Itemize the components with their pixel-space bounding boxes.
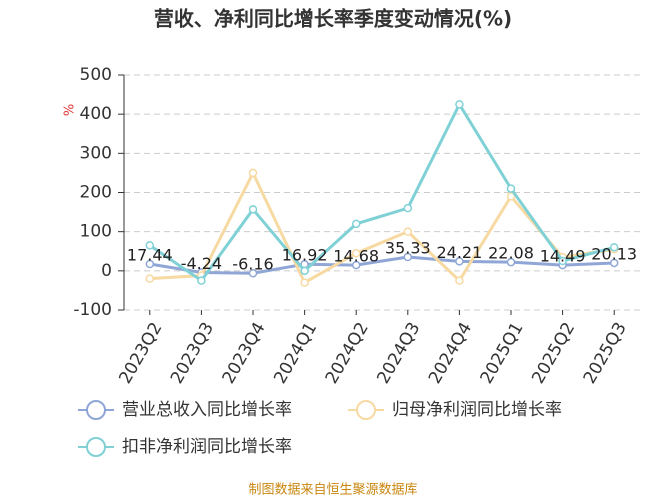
y-tick-label: 300 <box>80 143 112 163</box>
data-label: 22.08 <box>488 244 534 263</box>
y-tick-label: 200 <box>80 183 112 203</box>
legend-label: 扣非净利润同比增长率 <box>122 437 292 457</box>
data-label: 14.68 <box>333 247 379 266</box>
data-point <box>351 219 361 229</box>
data-point <box>403 252 413 262</box>
y-tick-label: 500 <box>80 65 112 85</box>
y-tick-label: 0 <box>101 261 112 281</box>
data-label: 16.92 <box>282 246 328 265</box>
y-tick-label: -100 <box>73 300 112 320</box>
data-point <box>197 276 206 285</box>
data-point <box>145 274 155 283</box>
x-tick-label: 2025Q2 <box>528 319 579 387</box>
data-label: 17.44 <box>127 246 173 265</box>
data-point <box>145 259 155 269</box>
data-point <box>248 168 258 178</box>
data-point <box>455 100 464 109</box>
legend-marker <box>356 400 376 420</box>
data-point <box>455 257 464 266</box>
x-tick-label: 2024Q3 <box>373 319 424 387</box>
legend-marker <box>86 437 106 457</box>
data-point <box>403 203 413 213</box>
data-label: 20.13 <box>591 244 637 263</box>
data-label: -4.24 <box>181 254 222 273</box>
data-label: 24.21 <box>436 243 482 262</box>
series-line <box>148 101 615 283</box>
x-tick-label: 2025Q3 <box>580 319 631 387</box>
data-point <box>455 276 464 285</box>
x-tick-label: 2023Q2 <box>115 319 166 387</box>
legend-marker <box>86 400 106 420</box>
x-tick-label: 2024Q1 <box>270 319 321 387</box>
data-point <box>351 260 361 270</box>
data-point <box>351 248 361 258</box>
data-point <box>609 258 619 268</box>
x-tick-label: 2024Q4 <box>425 319 476 387</box>
y-unit: % <box>63 104 78 116</box>
x-tick-label: 2023Q4 <box>219 319 270 387</box>
data-point <box>248 205 258 214</box>
data-label: 14.49 <box>540 247 586 266</box>
chart-title: 营收、净利同比增长率季度变动情况(%) <box>154 7 512 31</box>
data-label: 35.33 <box>385 238 431 257</box>
data-point <box>609 243 619 252</box>
data-point <box>300 278 309 287</box>
data-point <box>403 227 413 236</box>
source-note: 制图数据来自恒生聚源数据库 <box>248 482 417 498</box>
data-point <box>248 268 258 278</box>
data-point <box>506 257 516 267</box>
legend-label: 营业总收入同比增长率 <box>122 400 292 420</box>
x-tick-label: 2023Q3 <box>167 319 218 387</box>
data-label: -6.16 <box>232 255 273 274</box>
legend-label: 归母净利润同比增长率 <box>392 400 562 420</box>
data-point <box>506 184 516 193</box>
data-point <box>506 192 516 201</box>
y-tick-label: 400 <box>80 104 112 124</box>
series-line <box>149 255 615 275</box>
data-point <box>300 266 309 276</box>
x-tick-label: 2025Q1 <box>477 319 528 387</box>
x-tick-label: 2024Q2 <box>322 319 373 387</box>
y-tick-label: 100 <box>80 222 112 242</box>
data-point <box>145 241 155 250</box>
data-point <box>558 256 567 266</box>
